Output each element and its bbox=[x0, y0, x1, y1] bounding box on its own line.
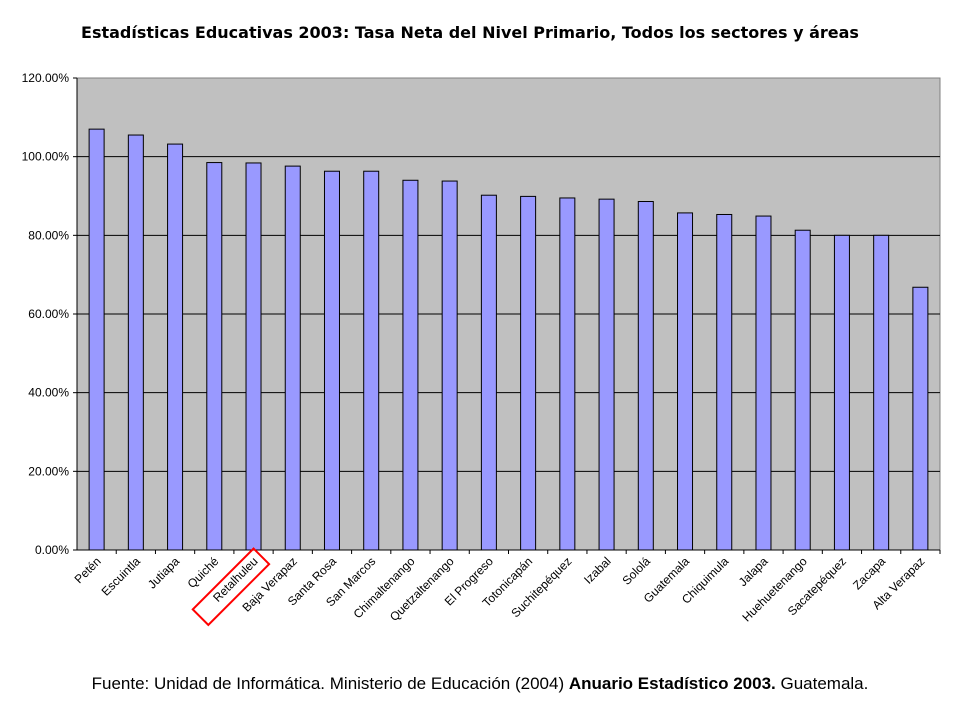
bar bbox=[284, 165, 301, 551]
y-tick-labels: 0.00% 20.00% 40.00% 60.00% 80.00% 100.00% 120.… bbox=[22, 71, 77, 557]
x-tick-label: Izabal bbox=[581, 554, 614, 587]
source-footer: Fuente: Unidad de Informática. Ministeri… bbox=[0, 674, 960, 694]
y-tick-label: 60.00% bbox=[28, 307, 69, 321]
bar bbox=[323, 170, 340, 551]
bar bbox=[755, 215, 772, 551]
x-tick-label: Sololá bbox=[619, 554, 653, 588]
x-tick-label: Escuintla bbox=[99, 554, 144, 599]
bar bbox=[637, 201, 654, 551]
bar bbox=[127, 134, 144, 551]
bar bbox=[598, 198, 615, 551]
bar bbox=[245, 162, 262, 551]
bar bbox=[441, 180, 458, 551]
bar bbox=[912, 286, 929, 551]
footer-prefix: Fuente: Unidad de Informática. Ministeri… bbox=[91, 674, 569, 693]
bar bbox=[677, 212, 694, 551]
highlight-box bbox=[191, 547, 271, 627]
y-tick-label: 0.00% bbox=[35, 543, 69, 557]
x-tick-label: Zacapa bbox=[850, 554, 888, 592]
y-tick-label: 40.00% bbox=[28, 386, 69, 400]
bar bbox=[520, 195, 537, 551]
footer-suffix: Guatemala. bbox=[775, 674, 869, 693]
y-tick-label: 20.00% bbox=[28, 464, 69, 478]
bar bbox=[167, 143, 184, 551]
x-tick-label: Jalapa bbox=[736, 554, 771, 589]
bar bbox=[480, 194, 497, 551]
chart-title: Estadísticas Educativas 2003: Tasa Neta … bbox=[81, 23, 859, 42]
bar bbox=[88, 128, 105, 551]
x-tick-label: Jutiapa bbox=[145, 554, 182, 591]
y-tick-label: 120.00% bbox=[22, 71, 70, 85]
y-tick-label: 100.00% bbox=[22, 150, 70, 164]
chart: Estadísticas Educativas 2003: Tasa Neta … bbox=[22, 23, 941, 627]
bar bbox=[716, 213, 733, 551]
bar bbox=[206, 162, 223, 551]
y-tick-label: 80.00% bbox=[28, 228, 69, 242]
x-tick-label: Petén bbox=[72, 554, 104, 586]
footer-bold: Anuario Estadístico 2003. bbox=[568, 674, 776, 693]
bars bbox=[88, 128, 929, 551]
bar bbox=[873, 234, 890, 551]
bar bbox=[402, 179, 419, 551]
bar bbox=[794, 229, 811, 551]
bar bbox=[363, 170, 380, 551]
bar bbox=[833, 234, 850, 551]
bar bbox=[559, 197, 576, 551]
